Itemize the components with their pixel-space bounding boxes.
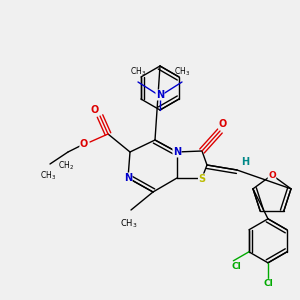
Text: CH$_2$: CH$_2$ bbox=[58, 160, 74, 172]
Text: O: O bbox=[91, 105, 99, 115]
Text: CH$_3$: CH$_3$ bbox=[40, 170, 56, 182]
Text: CH$_3$: CH$_3$ bbox=[120, 218, 138, 230]
Text: N: N bbox=[173, 147, 181, 157]
Text: N: N bbox=[156, 90, 164, 100]
Text: H: H bbox=[241, 157, 249, 167]
Text: CH$_3$: CH$_3$ bbox=[174, 65, 190, 78]
Text: Cl: Cl bbox=[232, 262, 241, 271]
Text: S: S bbox=[198, 174, 206, 184]
Text: O: O bbox=[268, 170, 276, 179]
Text: N: N bbox=[124, 173, 132, 183]
Text: O: O bbox=[219, 119, 227, 129]
Text: Cl: Cl bbox=[263, 279, 273, 288]
Text: CH$_3$: CH$_3$ bbox=[130, 65, 146, 78]
Text: O: O bbox=[80, 139, 88, 149]
